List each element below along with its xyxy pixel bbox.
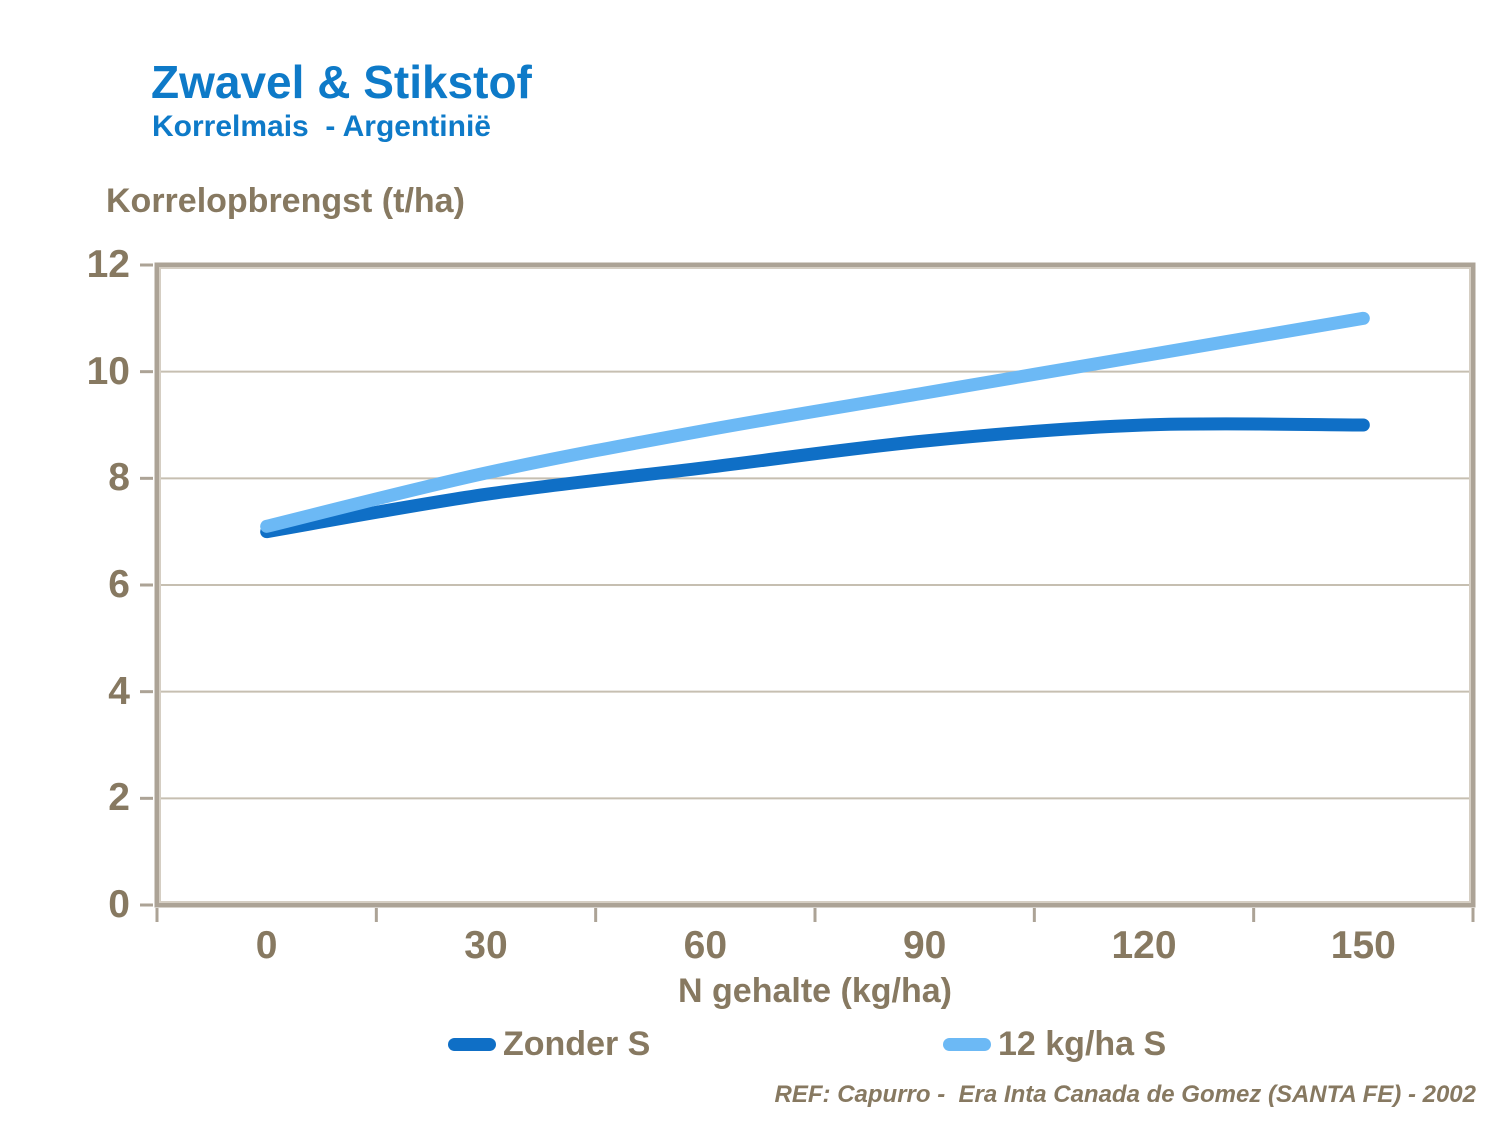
series-line-zonder-s bbox=[260, 417, 1370, 539]
x-tick-label: 60 bbox=[683, 924, 728, 967]
y-tick-label: 12 bbox=[86, 243, 130, 286]
chart-title: Zwavel & Stikstof bbox=[151, 56, 532, 108]
legend-swatch-icon bbox=[448, 1037, 496, 1051]
y-axis-title: Korrelopbrengst (t/ha) bbox=[106, 182, 465, 220]
y-tick-label: 10 bbox=[86, 349, 130, 393]
x-tick-label: 150 bbox=[1330, 924, 1396, 967]
x-axis-title: N gehalte (kg/ha) bbox=[678, 972, 952, 1010]
legend-item: 12 kg/ha S bbox=[943, 1022, 1166, 1066]
series-line-12kg-s bbox=[260, 311, 1370, 533]
legend-item: Zonder S bbox=[448, 1022, 650, 1066]
legend-label: 12 kg/ha S bbox=[998, 1025, 1167, 1063]
x-tick-label: 120 bbox=[1111, 924, 1177, 967]
reference-footer: REF: Capurro - Era Inta Canada de Gomez … bbox=[774, 1081, 1476, 1108]
y-tick-label: 6 bbox=[108, 563, 130, 606]
y-tick-label: 8 bbox=[108, 456, 130, 500]
plot-border-inner bbox=[159, 267, 1471, 903]
y-tick-label: 4 bbox=[108, 669, 130, 713]
plot-border bbox=[154, 262, 1476, 908]
legend-swatch-icon bbox=[943, 1037, 991, 1051]
x-tick-label: 90 bbox=[902, 924, 947, 967]
x-tick-label: 0 bbox=[255, 924, 278, 967]
legend-label: Zonder S bbox=[503, 1025, 651, 1063]
x-tick-label: 30 bbox=[464, 924, 508, 967]
chart-subtitle: Korrelmais - Argentinië bbox=[152, 110, 491, 143]
y-tick-label: 0 bbox=[108, 883, 130, 926]
y-tick-label: 2 bbox=[108, 776, 130, 820]
